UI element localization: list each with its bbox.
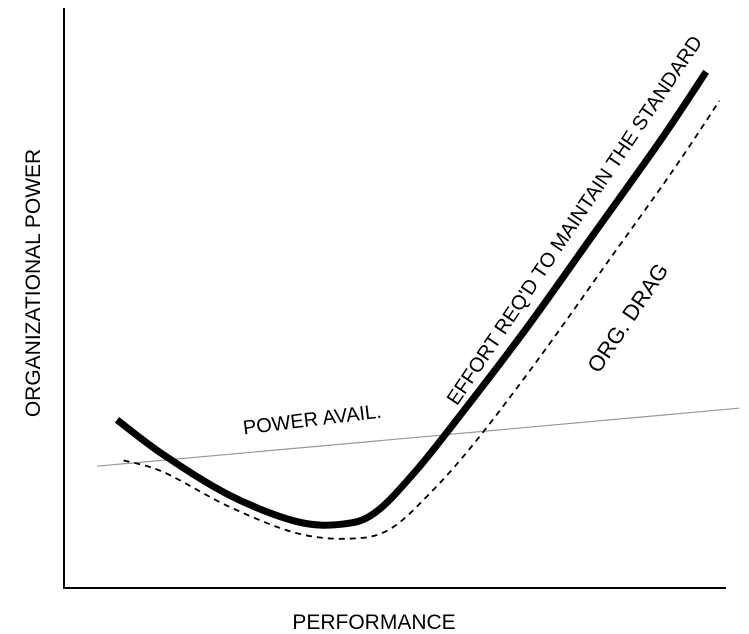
effort-required-label: EFFORT REQ'D TO MAINTAIN THE STANDARD: [443, 32, 707, 409]
curve-layer: [97, 69, 740, 540]
effort-curve: [114, 69, 710, 529]
power-available-label: POWER AVAIL.: [242, 401, 383, 440]
drag-curve: [123, 100, 721, 540]
power-curve: [97, 407, 740, 467]
y-axis-label: ORGANIZATIONAL POWER: [22, 149, 45, 417]
org-drag-label: ORG. DRAG: [582, 259, 673, 377]
x-axis-label: PERFORMANCE: [292, 611, 455, 634]
